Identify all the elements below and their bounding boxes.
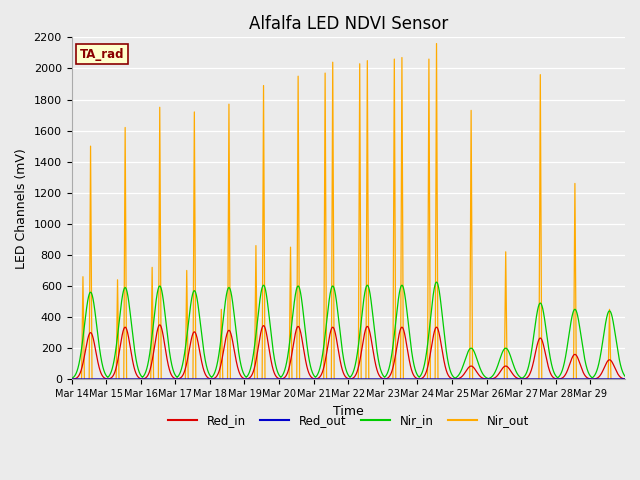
X-axis label: Time: Time: [333, 405, 364, 418]
Y-axis label: LED Channels (mV): LED Channels (mV): [15, 148, 28, 269]
Legend: Red_in, Red_out, Nir_in, Nir_out: Red_in, Red_out, Nir_in, Nir_out: [163, 409, 534, 432]
Text: TA_rad: TA_rad: [80, 48, 124, 60]
Title: Alfalfa LED NDVI Sensor: Alfalfa LED NDVI Sensor: [248, 15, 448, 33]
